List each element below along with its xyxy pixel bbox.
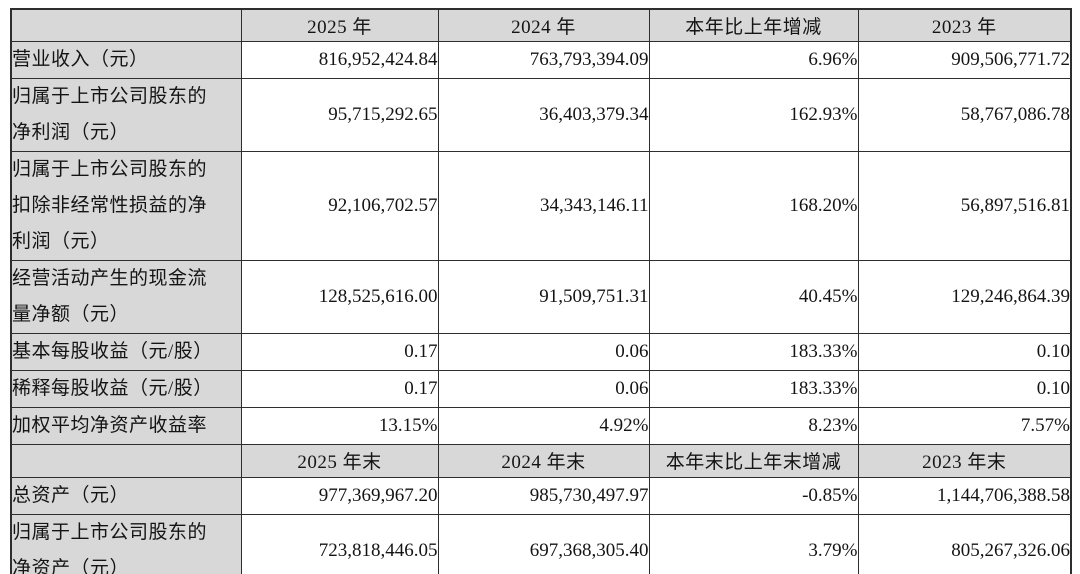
row-label-cell: 归属于上市公司股东的 扣除非经常性损益的净 利润（元） xyxy=(10,150,242,261)
table-row-net-profit-excl-nonrecurring: 归属于上市公司股东的 扣除非经常性损益的净 利润（元） 92,106,702.5… xyxy=(10,150,1072,261)
row-label-cell: 稀释每股收益（元/股） xyxy=(10,369,242,408)
value-cell: 58,767,086.78 xyxy=(857,77,1072,152)
table-row-net-assets: 归属于上市公司股东的 净资产（元） 723,818,446.05 697,368… xyxy=(10,513,1072,574)
row-label-cell: 基本每股收益（元/股） xyxy=(10,332,242,371)
value-cell: 56,897,516.81 xyxy=(857,150,1072,261)
value-cell: 723,818,446.05 xyxy=(240,513,439,574)
value-cell: 0.10 xyxy=(857,332,1072,371)
header-corner-cell xyxy=(10,8,242,42)
value-cell: 168.20% xyxy=(648,150,859,261)
table-row-basic-eps: 基本每股收益（元/股） 0.17 0.06 183.33% 0.10 xyxy=(10,332,1072,371)
row-label-cell: 营业收入（元） xyxy=(10,40,242,79)
value-cell: 8.23% xyxy=(648,406,859,445)
value-cell: 36,403,379.34 xyxy=(437,77,650,152)
value-cell: 4.92% xyxy=(437,406,650,445)
value-cell: 909,506,771.72 xyxy=(857,40,1072,79)
value-cell: 0.17 xyxy=(240,369,439,408)
header-corner-cell xyxy=(10,443,242,478)
header-eoy-2023: 2023 年末 xyxy=(857,443,1072,478)
header-year-2023: 2023 年 xyxy=(857,8,1072,42)
value-cell: 34,343,146.11 xyxy=(437,150,650,261)
value-cell: 128,525,616.00 xyxy=(240,259,439,334)
table-header-end-of-year: 2025 年末 2024 年末 本年末比上年末增减 2023 年末 xyxy=(10,443,1072,478)
header-eoy-2024: 2024 年末 xyxy=(437,443,650,478)
value-cell: 0.06 xyxy=(437,369,650,408)
row-label-cell: 归属于上市公司股东的 净利润（元） xyxy=(10,77,242,152)
header-year-2025: 2025 年 xyxy=(240,8,439,42)
row-label-cell: 归属于上市公司股东的 净资产（元） xyxy=(10,513,242,574)
table-row-net-profit: 归属于上市公司股东的 净利润（元） 95,715,292.65 36,403,3… xyxy=(10,77,1072,152)
table-row-total-assets: 总资产（元） 977,369,967.20 985,730,497.97 -0.… xyxy=(10,476,1072,515)
row-label-cell: 加权平均净资产收益率 xyxy=(10,406,242,445)
value-cell: 91,509,751.31 xyxy=(437,259,650,334)
value-cell: 816,952,424.84 xyxy=(240,40,439,79)
value-cell: 6.96% xyxy=(648,40,859,79)
value-cell: 805,267,326.06 xyxy=(857,513,1072,574)
value-cell: 0.17 xyxy=(240,332,439,371)
value-cell: 0.06 xyxy=(437,332,650,371)
table-row-revenue: 营业收入（元） 816,952,424.84 763,793,394.09 6.… xyxy=(10,40,1072,79)
value-cell: 183.33% xyxy=(648,369,859,408)
value-cell: 763,793,394.09 xyxy=(437,40,650,79)
table-row-operating-cash-flow: 经营活动产生的现金流 量净额（元） 128,525,616.00 91,509,… xyxy=(10,259,1072,334)
value-cell: 95,715,292.65 xyxy=(240,77,439,152)
value-cell: -0.85% xyxy=(648,476,859,515)
value-cell: 162.93% xyxy=(648,77,859,152)
value-cell: 183.33% xyxy=(648,332,859,371)
table-header-annual: 2025 年 2024 年 本年比上年增减 2023 年 xyxy=(10,8,1072,42)
value-cell: 7.57% xyxy=(857,406,1072,445)
value-cell: 129,246,864.39 xyxy=(857,259,1072,334)
value-cell: 697,368,305.40 xyxy=(437,513,650,574)
header-eoy-change: 本年末比上年末增减 xyxy=(648,443,859,478)
value-cell: 1,144,706,388.58 xyxy=(857,476,1072,515)
value-cell: 0.10 xyxy=(857,369,1072,408)
header-eoy-2025: 2025 年末 xyxy=(240,443,439,478)
value-cell: 13.15% xyxy=(240,406,439,445)
header-year-2024: 2024 年 xyxy=(437,8,650,42)
header-yoy-change: 本年比上年增减 xyxy=(648,8,859,42)
value-cell: 92,106,702.57 xyxy=(240,150,439,261)
value-cell: 977,369,967.20 xyxy=(240,476,439,515)
value-cell: 985,730,497.97 xyxy=(437,476,650,515)
row-label-cell: 总资产（元） xyxy=(10,476,242,515)
financial-summary-table: 2025 年 2024 年 本年比上年增减 2023 年 营业收入（元） 816… xyxy=(10,8,1072,574)
row-label-cell: 经营活动产生的现金流 量净额（元） xyxy=(10,259,242,334)
value-cell: 3.79% xyxy=(648,513,859,574)
value-cell: 40.45% xyxy=(648,259,859,334)
table-row-weighted-avg-roe: 加权平均净资产收益率 13.15% 4.92% 8.23% 7.57% xyxy=(10,406,1072,445)
table-row-diluted-eps: 稀释每股收益（元/股） 0.17 0.06 183.33% 0.10 xyxy=(10,369,1072,408)
